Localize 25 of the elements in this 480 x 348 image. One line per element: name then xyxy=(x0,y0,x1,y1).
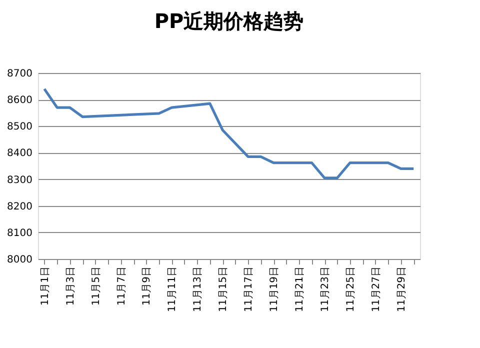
line-series xyxy=(43,88,415,180)
x-tick-label: 11月21日 xyxy=(294,266,306,312)
y-tick-label: 8700 xyxy=(7,68,32,80)
chart-title: PP近期价格趋势 xyxy=(154,9,304,33)
x-tick-label: 11月19日 xyxy=(269,266,280,312)
y-tick-label: 8100 xyxy=(7,228,32,239)
y-tick-label: 8000 xyxy=(7,254,32,266)
y-tick-label: 8200 xyxy=(7,201,32,212)
x-tick-label: 11月13日 xyxy=(192,266,204,312)
y-tick-label: 8500 xyxy=(7,122,32,133)
x-tick-label: 11月17日 xyxy=(244,266,255,312)
x-tick-label: 11月9日 xyxy=(142,266,153,306)
x-tick-label: 11月1日 xyxy=(40,266,51,306)
x-tick-label: 11月11日 xyxy=(167,266,178,312)
x-tick-label: 11月23日 xyxy=(320,266,331,312)
x-tick-label: 11月27日 xyxy=(370,266,382,312)
y-tick-label: 8300 xyxy=(7,174,32,186)
x-tick-label: 11月5日 xyxy=(90,266,102,306)
x-tick-label: 11月3日 xyxy=(65,266,76,306)
y-tick-label: 8600 xyxy=(7,95,32,106)
x-tick-label: 11月7日 xyxy=(116,266,128,306)
x-tick-label: 11月29日 xyxy=(396,266,408,312)
x-tick-label: 11月25日 xyxy=(345,266,356,312)
x-tick-label: 11月15日 xyxy=(218,266,230,312)
y-tick-label: 8400 xyxy=(7,148,32,160)
